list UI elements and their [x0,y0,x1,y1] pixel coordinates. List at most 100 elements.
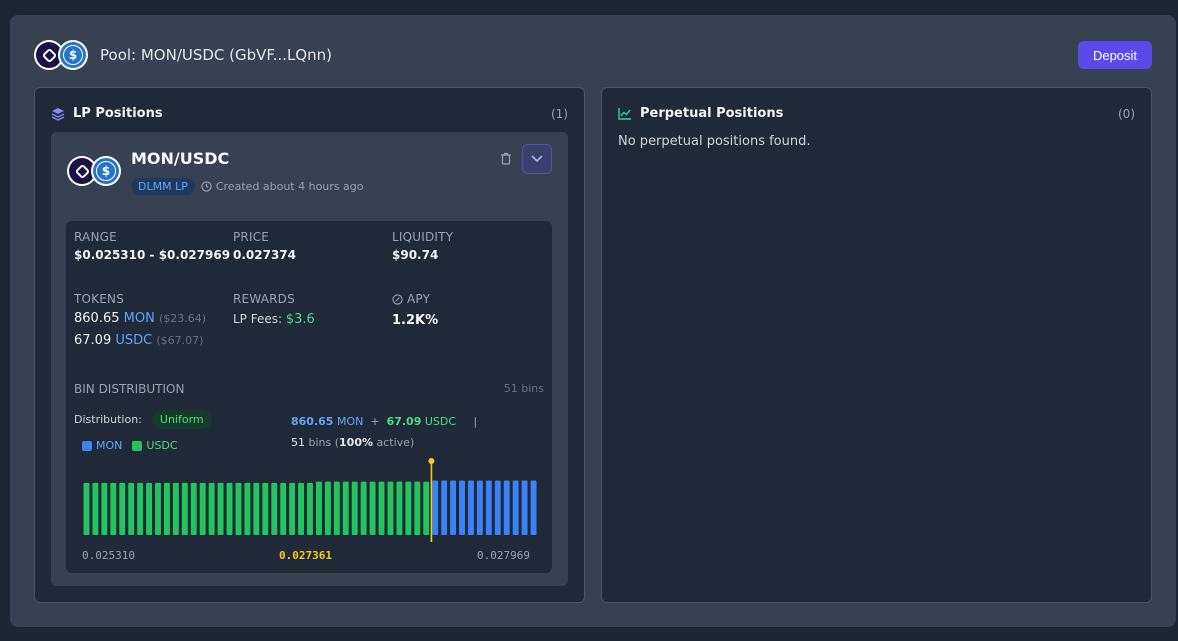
bin-bar [476,480,483,535]
bin-bar [244,482,251,535]
bin-bar [485,480,492,535]
perpetual-positions-count: (0) [1118,106,1135,121]
usdc-token-icon: $ [91,156,121,186]
bin-bar [208,482,215,535]
chevron-down-icon [531,155,543,163]
usdc-legend-swatch [132,440,143,451]
lp-position-card: $ MON/USDC DLMM LP Created about 4 hours… [51,132,568,586]
usdc-legend-label: USDC [146,439,178,452]
trending-chart-icon [618,108,631,120]
tokens-stat: TOKENS 860.65 MON ($23.64) 67.09 USDC ($… [74,292,207,348]
bin-summary: 860.65 MON + 67.09 USDC | 51 bins (100% … [291,415,478,449]
token1-line: 860.65 MON ($23.64) [74,311,207,326]
position-stats: RANGE $0.025310 - $0.027969 PRICE 0.0273… [66,221,552,573]
pool-title: Pool: MON/USDC (GbVF...LQnn) [100,46,332,64]
bin-bar [432,480,439,535]
bin-bar [494,480,501,535]
axis-max-label: 0.027969 [477,549,530,562]
created-time: Created about 4 hours ago [215,180,364,193]
bin-bar [530,480,537,535]
bin-bar [137,482,144,535]
lp-positions-panel: LP Positions (1) $ MON/USDC DLMM LP Crea… [34,87,585,603]
lp-fees: LP Fees: $3.6 [233,312,315,327]
bin-bar [333,481,340,535]
lp-positions-title: LP Positions [73,106,163,121]
bin-bar [503,480,510,535]
bin-bar [298,482,305,535]
bin-bar [155,482,161,535]
bin-bar [378,481,385,535]
perpetual-empty-text: No perpetual positions found. [618,134,811,149]
rewards-stat: REWARDS LP Fees: $3.6 [233,292,315,327]
perpetual-positions-title: Perpetual Positions [640,106,784,121]
bin-bar [217,482,224,535]
bin-bar [324,481,331,535]
liquidity-value: $90.74 [392,248,439,262]
bin-bar [262,482,269,535]
deposit-button[interactable]: Deposit [1078,41,1152,69]
axis-active-label: 0.027361 [279,549,332,562]
bin-bar [342,481,349,535]
price-value: 0.027374 [233,248,297,262]
bin-bar [351,481,358,535]
trash-icon[interactable] [500,152,512,165]
apy-value: 1.2K% [392,313,439,328]
bin-bar [280,482,287,535]
chart-legend: MON USDC [82,439,178,452]
position-type-badge: DLMM LP [131,178,195,195]
axis-min-label: 0.025310 [82,549,135,562]
bin-bar [450,480,457,535]
lp-positions-header: LP Positions (1) [51,106,568,121]
bin-bar [92,482,99,535]
layers-icon [51,107,65,121]
bin-bar [119,482,126,535]
bin-bar [405,481,412,535]
pool-header: $ Pool: MON/USDC (GbVF...LQnn) Deposit [34,37,1152,73]
perpetual-positions-panel: Perpetual Positions (0) No perpetual pos… [601,87,1152,603]
bin-bar [307,482,313,535]
apy-stat: APY 1.2K% [392,292,439,328]
expand-button[interactable] [522,144,552,174]
distribution-badge: Uniform [151,410,212,429]
bin-bar [235,482,242,535]
bin-bar [110,482,117,535]
range-stat: RANGE $0.025310 - $0.027969 [74,230,231,262]
bin-bar [101,482,108,535]
bin-bar [396,481,403,535]
bin-bar [512,480,519,535]
pair-logo: $ [34,38,96,72]
bin-bar [521,480,528,535]
bin-bar [459,480,465,535]
bin-bar [467,480,474,535]
bin-bar [369,481,376,535]
perpetual-positions-header: Perpetual Positions (0) [618,106,1135,121]
bin-bar [360,481,367,535]
bin-bar [128,482,135,535]
bin-bar [172,482,179,535]
info-circle-icon [392,293,403,305]
bin-bar [199,482,206,535]
bin-bar [163,482,170,535]
bin-bar [190,482,197,535]
mon-legend-swatch [82,440,92,451]
bin-bar [253,482,260,535]
price-stat: PRICE 0.027374 [233,230,297,262]
bin-count: 51 bins [503,382,544,395]
bin-bar [271,482,278,535]
lp-positions-count: (1) [551,106,568,121]
bin-bar [315,481,322,535]
bin-bar [181,482,188,535]
range-value: $0.025310 - $0.027969 [74,248,231,262]
bin-distribution-header: BIN DISTRIBUTION 51 bins [74,382,544,396]
bin-bar [387,481,394,535]
position-pair-logo: $ [67,154,129,188]
bin-bar [146,482,153,535]
position-meta: DLMM LP Created about 4 hours ago [131,178,363,195]
bin-bar [441,480,448,535]
pool-card: $ Pool: MON/USDC (GbVF...LQnn) Deposit L… [10,15,1176,627]
bin-distribution-chart [83,458,537,542]
distribution-label: Distribution: Uniform [74,410,212,429]
bin-bar [423,481,430,535]
token2-line: 67.09 USDC ($67.07) [74,333,204,348]
bin-bar [289,482,296,535]
